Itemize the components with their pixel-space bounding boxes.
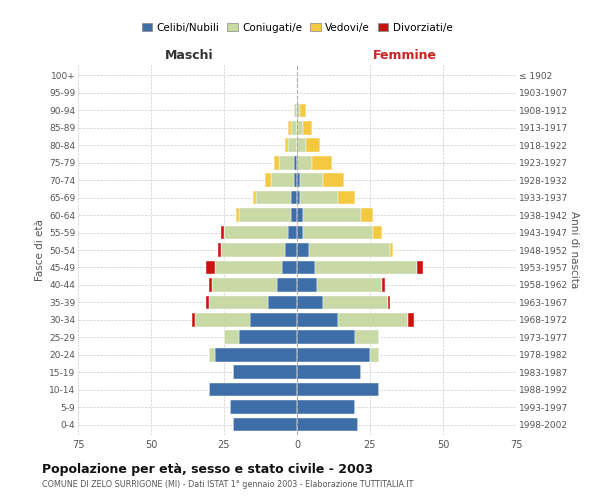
Text: Femmine: Femmine <box>373 50 437 62</box>
Bar <box>239 330 297 344</box>
Bar <box>388 296 391 309</box>
Text: COMUNE DI ZELO SURRIGONE (MI) - Dati ISTAT 1° gennaio 2003 - Elaborazione TUTTIT: COMUNE DI ZELO SURRIGONE (MI) - Dati IST… <box>42 480 413 489</box>
Bar <box>361 208 373 222</box>
Bar <box>297 313 338 326</box>
Bar <box>192 313 195 326</box>
Bar <box>297 418 358 432</box>
Bar <box>300 104 306 117</box>
Bar <box>215 348 297 362</box>
Bar <box>297 278 317 291</box>
Bar <box>283 260 297 274</box>
Bar <box>297 104 300 117</box>
Bar <box>297 400 355 414</box>
Bar <box>250 313 297 326</box>
Text: Maschi: Maschi <box>164 50 213 62</box>
Bar <box>306 138 320 152</box>
Bar <box>221 243 286 257</box>
Bar <box>303 226 373 239</box>
Bar <box>417 260 422 274</box>
Bar <box>294 156 297 170</box>
Bar <box>408 313 414 326</box>
Bar <box>288 121 291 134</box>
Bar <box>277 278 297 291</box>
Legend: Celibi/Nubili, Coniugati/e, Vedovi/e, Divorziati/e: Celibi/Nubili, Coniugati/e, Vedovi/e, Di… <box>137 18 457 36</box>
Bar <box>288 226 297 239</box>
Bar <box>209 296 268 309</box>
Bar <box>338 191 355 204</box>
Bar <box>291 121 297 134</box>
Bar <box>314 260 417 274</box>
Bar <box>221 226 224 239</box>
Bar <box>370 348 379 362</box>
Bar <box>382 278 385 291</box>
Bar <box>294 104 297 117</box>
Bar <box>236 208 239 222</box>
Bar <box>300 174 323 187</box>
Bar <box>233 418 297 432</box>
Bar <box>297 296 323 309</box>
Bar <box>303 121 311 134</box>
Bar <box>297 366 361 379</box>
Bar <box>297 191 300 204</box>
Bar <box>280 156 294 170</box>
Bar <box>256 191 291 204</box>
Bar <box>239 208 291 222</box>
Bar <box>373 226 382 239</box>
Bar <box>294 174 297 187</box>
Bar <box>323 296 388 309</box>
Bar <box>297 138 306 152</box>
Bar <box>303 208 361 222</box>
Bar <box>209 278 212 291</box>
Bar <box>224 330 239 344</box>
Bar <box>274 156 280 170</box>
Y-axis label: Fasce di età: Fasce di età <box>35 219 45 281</box>
Bar <box>308 243 391 257</box>
Bar <box>212 278 277 291</box>
Bar <box>297 330 355 344</box>
Bar <box>215 260 283 274</box>
Bar <box>297 174 300 187</box>
Bar <box>297 383 379 396</box>
Bar <box>297 121 303 134</box>
Bar <box>323 174 344 187</box>
Bar <box>300 191 338 204</box>
Bar <box>286 243 297 257</box>
Bar <box>297 156 311 170</box>
Bar <box>286 138 288 152</box>
Bar <box>297 208 303 222</box>
Bar <box>311 156 332 170</box>
Bar <box>233 366 297 379</box>
Bar <box>209 383 297 396</box>
Bar <box>297 226 303 239</box>
Bar <box>206 296 209 309</box>
Bar <box>297 260 314 274</box>
Bar <box>288 138 297 152</box>
Bar <box>265 174 271 187</box>
Bar <box>291 208 297 222</box>
Bar <box>338 313 408 326</box>
Bar <box>195 313 250 326</box>
Bar <box>206 260 215 274</box>
Y-axis label: Anni di nascita: Anni di nascita <box>569 212 579 288</box>
Bar <box>391 243 394 257</box>
Bar <box>271 174 294 187</box>
Bar <box>224 226 288 239</box>
Bar <box>268 296 297 309</box>
Bar <box>253 191 256 204</box>
Bar <box>317 278 382 291</box>
Bar <box>209 348 215 362</box>
Bar <box>297 243 308 257</box>
Bar <box>297 348 370 362</box>
Bar <box>230 400 297 414</box>
Bar <box>355 330 379 344</box>
Bar <box>218 243 221 257</box>
Bar <box>291 191 297 204</box>
Text: Popolazione per età, sesso e stato civile - 2003: Popolazione per età, sesso e stato civil… <box>42 462 373 475</box>
